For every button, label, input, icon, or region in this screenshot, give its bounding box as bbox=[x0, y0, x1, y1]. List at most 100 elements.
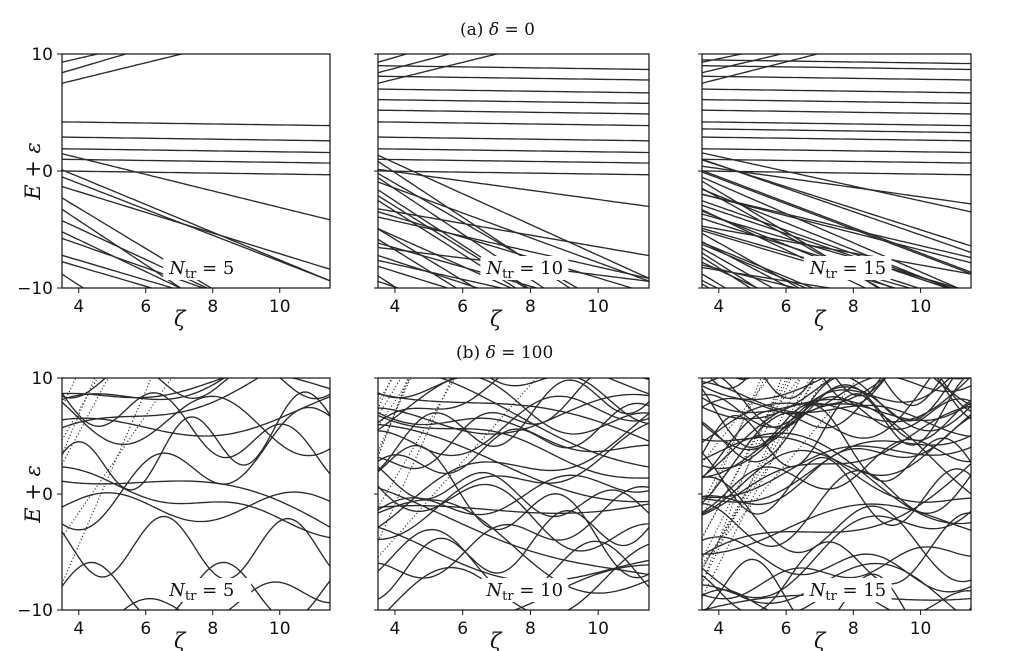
curve-flat-7 bbox=[378, 88, 649, 94]
curve-flat-1 bbox=[378, 158, 649, 164]
curve-wavy-5 bbox=[62, 391, 330, 491]
annotation-bg bbox=[803, 578, 892, 602]
curve-flat-6 bbox=[702, 109, 971, 115]
curve-falling-6 bbox=[702, 176, 960, 288]
curve-falling-9 bbox=[378, 208, 649, 257]
curve-wavy-0 bbox=[378, 393, 649, 442]
curve-flat-1 bbox=[62, 158, 330, 164]
curves-group bbox=[702, 0, 971, 288]
curve-dotted-4 bbox=[702, 378, 783, 584]
curve-flat-0 bbox=[378, 170, 649, 176]
curve-falling-18 bbox=[702, 225, 971, 275]
x-tick-label: 6 bbox=[457, 619, 468, 639]
curve-falling-2 bbox=[378, 168, 649, 208]
curve-wavy-43 bbox=[702, 470, 971, 547]
curve-wavy-28 bbox=[702, 432, 971, 525]
curve-flat-10 bbox=[702, 65, 971, 71]
curve-wavy-21 bbox=[439, 378, 649, 468]
curve-falling-12 bbox=[378, 227, 513, 288]
curve-wavy-29 bbox=[378, 412, 649, 529]
curve-falling-3 bbox=[702, 165, 971, 205]
x-tick-label: 10 bbox=[269, 619, 291, 639]
curve-wavy-8 bbox=[62, 378, 226, 399]
curve-rising-7 bbox=[378, 0, 649, 10]
curve-wavy-4 bbox=[720, 378, 971, 442]
y-tick-label: 0 bbox=[42, 162, 53, 182]
curve-flat-8 bbox=[378, 75, 649, 81]
x-tick-label: 6 bbox=[140, 619, 151, 639]
curves-group bbox=[378, 0, 649, 288]
curve-wavy-37 bbox=[702, 378, 886, 443]
curve-falling-14 bbox=[378, 238, 458, 288]
curve-flat-4 bbox=[702, 128, 971, 134]
x-axis-label: ζ bbox=[814, 629, 827, 651]
curve-falling-0 bbox=[702, 152, 971, 213]
curve-flat-7 bbox=[702, 98, 971, 105]
curve-wavy-10 bbox=[62, 466, 330, 539]
x-tick-label: 4 bbox=[390, 297, 401, 317]
row-a-title-symbol: δ bbox=[488, 20, 500, 40]
x-axis-label: ζ bbox=[814, 307, 827, 331]
curve-falling-5 bbox=[62, 208, 182, 288]
curve-flat-4 bbox=[62, 121, 330, 127]
curve-wavy-39 bbox=[702, 476, 971, 583]
panel-a-ntr5: 4 6 8 10 −10 0 10 ζ E + ε Ntr = 5 bbox=[17, 45, 331, 331]
y-tick-label: −10 bbox=[17, 601, 53, 621]
curve-wavy-32 bbox=[702, 438, 971, 513]
curve-wavy-28 bbox=[378, 499, 649, 594]
curve-flat-2 bbox=[378, 148, 649, 154]
x-tick-label: 4 bbox=[73, 619, 84, 639]
ntr-annotation: Ntr = 5 bbox=[168, 258, 234, 282]
panel-b-ntr10: 4 6 8 10 ζ Ntr = 10 bbox=[374, 377, 650, 651]
curve-wavy-14 bbox=[378, 486, 649, 579]
curve-flat-3 bbox=[702, 136, 971, 142]
curve-wavy-20 bbox=[378, 510, 649, 600]
curve-falling-18 bbox=[378, 259, 505, 288]
curve-wavy-2 bbox=[378, 423, 649, 503]
x-tick-label: 8 bbox=[848, 297, 859, 317]
curve-rising-4 bbox=[702, 0, 971, 41]
curve-wavy-6 bbox=[606, 378, 649, 395]
annotation-bg bbox=[163, 578, 252, 602]
curve-rising-5 bbox=[702, 0, 971, 31]
curve-falling-11 bbox=[702, 193, 971, 264]
curve-rising-2 bbox=[378, 54, 410, 63]
x-tick-label: 8 bbox=[207, 297, 218, 317]
annotation-bg bbox=[803, 256, 892, 280]
curve-wavy-14 bbox=[62, 378, 260, 429]
curve-wavy-13 bbox=[702, 393, 971, 430]
curve-flat-5 bbox=[378, 109, 649, 115]
y-tick-label: 10 bbox=[31, 45, 53, 65]
curve-rising-4 bbox=[378, 0, 649, 41]
curve-falling-8 bbox=[62, 237, 206, 288]
x-tick-label: 4 bbox=[390, 619, 401, 639]
curve-wavy-26 bbox=[702, 546, 971, 600]
curve-wavy-25 bbox=[378, 395, 649, 457]
curve-dotted-4 bbox=[62, 378, 173, 538]
curve-wavy-19 bbox=[378, 393, 649, 435]
curves-group bbox=[62, 378, 330, 610]
curve-falling-7 bbox=[378, 195, 527, 288]
curve-rising-5 bbox=[378, 0, 649, 31]
curve-falling-26 bbox=[702, 252, 759, 288]
curve-wavy-5 bbox=[378, 422, 649, 541]
x-tick-label: 6 bbox=[140, 297, 151, 317]
curve-wavy-38 bbox=[702, 378, 825, 401]
ntr-annotation: Ntr = 15 bbox=[809, 258, 887, 282]
curve-wavy-2 bbox=[702, 445, 971, 499]
row-b-title-symbol: δ bbox=[485, 343, 496, 363]
curve-rising-0 bbox=[62, 54, 185, 84]
row-a-title-prefix: (a) bbox=[460, 20, 489, 40]
curve-flat-11 bbox=[702, 59, 971, 65]
curve-rising-0 bbox=[702, 54, 821, 84]
curve-wavy-9 bbox=[489, 378, 649, 425]
curve-wavy-1 bbox=[702, 350, 971, 373]
x-tick-label: 4 bbox=[73, 297, 84, 317]
annotation-bg bbox=[480, 256, 569, 280]
curve-rising-1 bbox=[702, 54, 784, 74]
curve-falling-21 bbox=[702, 232, 801, 288]
curve-wavy-35 bbox=[702, 536, 971, 593]
curve-falling-28 bbox=[702, 264, 799, 288]
curve-falling-8 bbox=[378, 199, 517, 288]
curve-flat-9 bbox=[378, 65, 649, 71]
